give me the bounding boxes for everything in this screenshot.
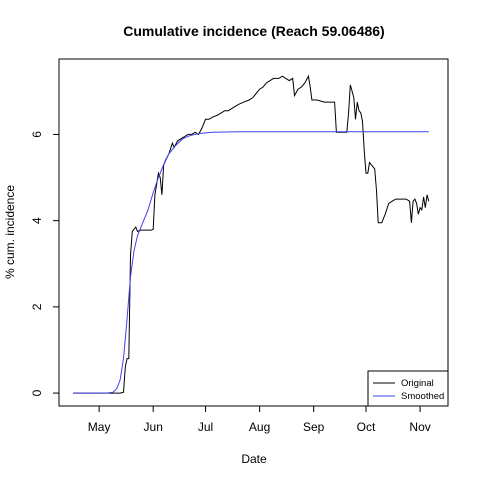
x-tick-label: May — [88, 420, 111, 434]
legend-smoothed-label: Smoothed — [401, 391, 444, 402]
legend: Original Smoothed — [367, 370, 449, 407]
x-axis-label: Date — [241, 452, 267, 466]
legend-box — [367, 370, 449, 407]
y-axis-label: % cum. incidence — [3, 185, 17, 279]
legend-original-label: Original — [401, 378, 434, 389]
y-axis: 0 2 4 6 — [30, 131, 59, 396]
series-line-smoothed — [73, 131, 429, 394]
x-tick-label: Nov — [409, 420, 430, 434]
chart-title: Cumulative incidence (Reach 59.06486) — [123, 23, 384, 39]
y-tick-label: 6 — [30, 131, 44, 138]
x-tick-label: Aug — [249, 420, 270, 434]
y-tick-label: 4 — [30, 217, 44, 224]
series-layer — [73, 74, 430, 394]
x-tick-label: Sep — [303, 420, 325, 434]
x-tick-label: Jun — [144, 420, 163, 434]
y-tick-label: 2 — [30, 303, 44, 310]
y-tick-label: 0 — [30, 389, 44, 396]
x-axis: May Jun Jul Aug Sep Oct Nov — [88, 406, 431, 434]
x-tick-label: Oct — [357, 420, 376, 434]
series-line-original — [73, 74, 430, 394]
plot-frame — [58, 58, 449, 407]
x-tick-label: Jul — [198, 420, 213, 434]
